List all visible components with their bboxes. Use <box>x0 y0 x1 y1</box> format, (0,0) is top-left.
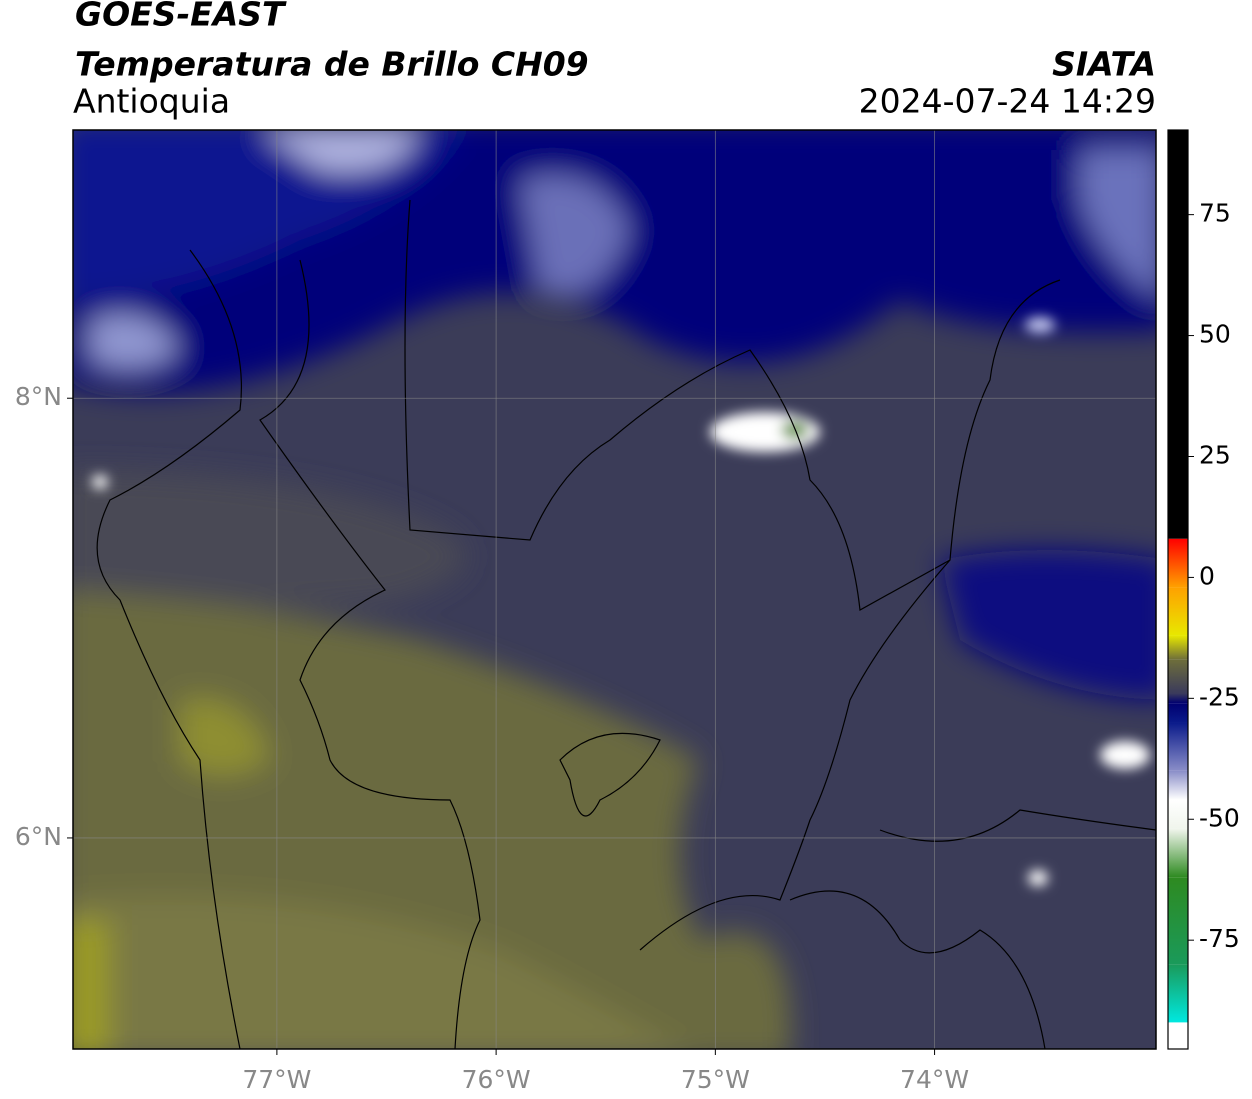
title: GOES-EAST <box>75 0 287 34</box>
colorbar <box>1168 130 1194 1049</box>
colorbar-segment <box>1168 770 1188 800</box>
graticule <box>67 130 1156 1055</box>
colorbar-tick-label: 25 <box>1199 440 1231 469</box>
colorbar-tick-label: -75 <box>1199 924 1240 953</box>
colorbar-segment <box>1168 828 1188 878</box>
colorbar-segment <box>1168 538 1188 588</box>
colorbar-segment <box>1168 659 1188 694</box>
colorbar-tick-label: 0 <box>1199 561 1215 590</box>
colorbar-segment <box>1168 799 1188 829</box>
y-tick-label: 6°N <box>15 822 62 851</box>
subtitle: Temperatura de Brillo CH09 <box>75 45 589 84</box>
region: Antioquia <box>73 82 230 121</box>
x-tick-label: 77°W <box>242 1065 311 1094</box>
colorbar-segment <box>1168 693 1188 704</box>
colorbar-segment <box>1168 587 1188 636</box>
colorbar-segment <box>1168 130 1188 539</box>
map-field <box>73 130 1156 1049</box>
colorbar-frame <box>1167 129 1189 1050</box>
colorbar-segment <box>1168 635 1188 660</box>
source: SIATA <box>1052 45 1156 84</box>
colorbar-segment <box>1168 703 1188 723</box>
x-tick-label: 76°W <box>462 1065 531 1094</box>
colorbar-segment <box>1168 1022 1188 1049</box>
x-tick-label: 74°W <box>900 1065 969 1094</box>
colorbar-segment <box>1168 877 1188 965</box>
colorbar-tick-label: 75 <box>1199 199 1231 228</box>
x-tick-label: 75°W <box>681 1065 750 1094</box>
map-frame <box>72 129 1157 1050</box>
colorbar-tick-label: 50 <box>1199 320 1231 349</box>
colorbar-segment <box>1168 964 1188 1023</box>
colorbar-segment <box>1168 722 1188 771</box>
colorbar-tick-label: -50 <box>1199 803 1240 832</box>
colorbar-tick-label: -25 <box>1199 682 1240 711</box>
y-tick-label: 8°N <box>15 382 62 411</box>
datetime: 2024-07-24 14:29 <box>859 82 1156 121</box>
